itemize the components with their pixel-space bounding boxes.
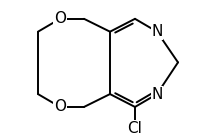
Text: O: O	[54, 11, 66, 26]
Text: Cl: Cl	[128, 121, 142, 136]
Text: N: N	[151, 87, 163, 102]
Text: N: N	[151, 24, 163, 39]
Text: O: O	[54, 99, 66, 114]
